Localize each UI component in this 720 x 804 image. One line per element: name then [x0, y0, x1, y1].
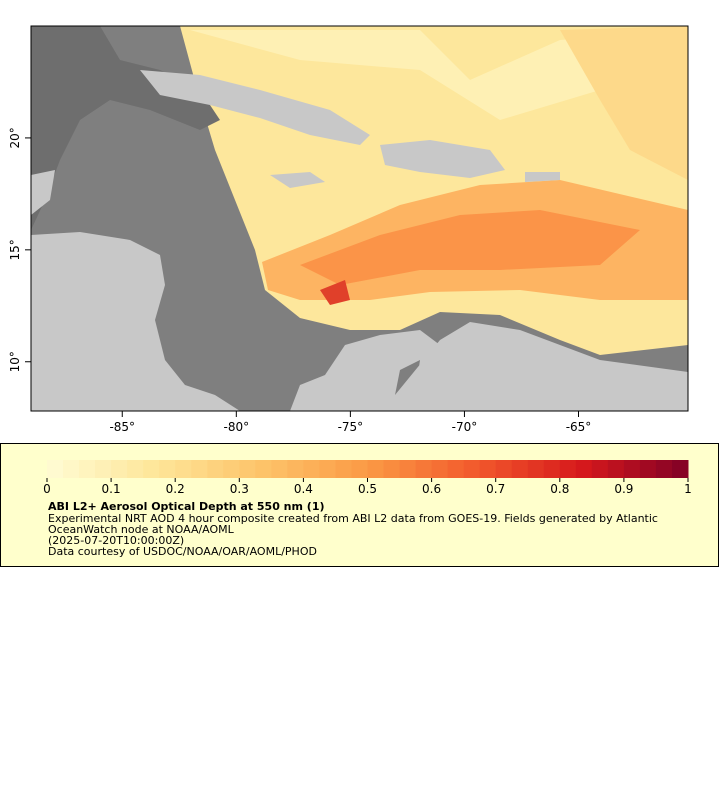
colorbar-swatch	[127, 460, 144, 478]
colorbar-tick-label: 0.3	[230, 482, 249, 496]
colorbar-swatch	[623, 460, 641, 478]
colorbar-swatch	[415, 460, 433, 478]
colorbar-swatch	[303, 460, 320, 478]
colorbar-swatch	[271, 460, 288, 478]
yucatan	[31, 170, 55, 215]
colorbar-swatch	[191, 460, 208, 478]
y-tick-label: 10°	[8, 351, 22, 372]
colorbar	[47, 460, 689, 478]
jamaica	[270, 172, 325, 188]
colorbar-swatch	[383, 460, 401, 478]
colorbar-swatch	[527, 460, 545, 478]
colorbar-tick-label: 0.9	[614, 482, 633, 496]
colorbar-swatch	[367, 460, 385, 478]
colorbar-swatch	[207, 460, 224, 478]
colorbar-swatch	[223, 460, 240, 478]
legend-title: ABI L2+ Aerosol Optical Depth at 550 nm …	[48, 500, 325, 513]
colorbar-swatch	[639, 460, 657, 478]
colorbar-swatch	[479, 460, 497, 478]
legend-line: Data courtesy of USDOC/NOAA/OAR/AOML/PHO…	[48, 545, 317, 558]
puerto-rico	[525, 172, 560, 182]
colorbar-swatch	[655, 460, 673, 478]
x-tick-label: -75°	[338, 420, 364, 434]
colorbar-tick-label: 0	[43, 482, 51, 496]
colorbar-swatch	[591, 460, 609, 478]
colorbar-swatch	[95, 460, 112, 478]
colorbar-swatch	[495, 460, 513, 478]
colorbar-swatch	[559, 460, 577, 478]
aod-field-mid	[560, 26, 688, 180]
colorbar-swatch	[63, 460, 80, 478]
map-frame	[30, 25, 689, 412]
colorbar-swatch	[431, 460, 449, 478]
hispaniola	[380, 140, 505, 178]
colorbar-swatch	[511, 460, 529, 478]
y-tick-label: 15°	[8, 239, 22, 260]
colorbar-swatch	[575, 460, 593, 478]
colorbar-tick-label: 0.6	[422, 482, 441, 496]
x-tick-label: -70°	[452, 420, 478, 434]
colorbar-swatch	[159, 460, 176, 478]
y-tick-label: 20°	[8, 127, 22, 148]
colorbar-swatch	[111, 460, 128, 478]
colorbar-swatch	[255, 460, 272, 478]
colorbar-swatch	[671, 460, 689, 478]
colorbar-tick-label: 0.2	[166, 482, 185, 496]
colorbar-tick-label: 0.4	[294, 482, 313, 496]
central-america	[31, 232, 240, 411]
colorbar-swatch	[543, 460, 561, 478]
colorbar-tick-label: 0.7	[486, 482, 505, 496]
aod-field-faint	[190, 30, 688, 120]
legend-line: Experimental NRT AOD 4 hour composite cr…	[48, 512, 658, 525]
legend-line: (2025-07-20T10:00:00Z)	[48, 534, 184, 547]
legend-line: OceanWatch node at NOAA/AOML	[48, 523, 235, 536]
colorbar-swatch	[447, 460, 465, 478]
x-tick-label: -85°	[109, 420, 135, 434]
colorbar-tick-label: 0.8	[550, 482, 569, 496]
aod-field-peak	[320, 280, 350, 305]
colorbar-swatch	[351, 460, 368, 478]
colorbar-swatch	[399, 460, 417, 478]
colorbar-swatch	[335, 460, 352, 478]
colorbar-tick-label: 1	[684, 482, 692, 496]
x-tick-label: -80°	[224, 420, 250, 434]
cuba	[140, 70, 370, 145]
x-tick-label: -65°	[566, 420, 592, 434]
colorbar-swatch	[143, 460, 160, 478]
colorbar-swatch	[175, 460, 192, 478]
colorbar-swatch	[287, 460, 304, 478]
aod-field-higher	[300, 210, 640, 285]
colorbar-tick-label: 0.1	[102, 482, 121, 496]
colorbar-swatch	[47, 460, 64, 478]
colorbar-swatch	[607, 460, 625, 478]
colorbar-swatch	[239, 460, 256, 478]
south-america	[290, 322, 688, 411]
colorbar-tick-label: 0.5	[358, 482, 377, 496]
colorbar-swatch	[319, 460, 336, 478]
colorbar-swatch	[79, 460, 96, 478]
colorbar-swatch	[463, 460, 481, 478]
